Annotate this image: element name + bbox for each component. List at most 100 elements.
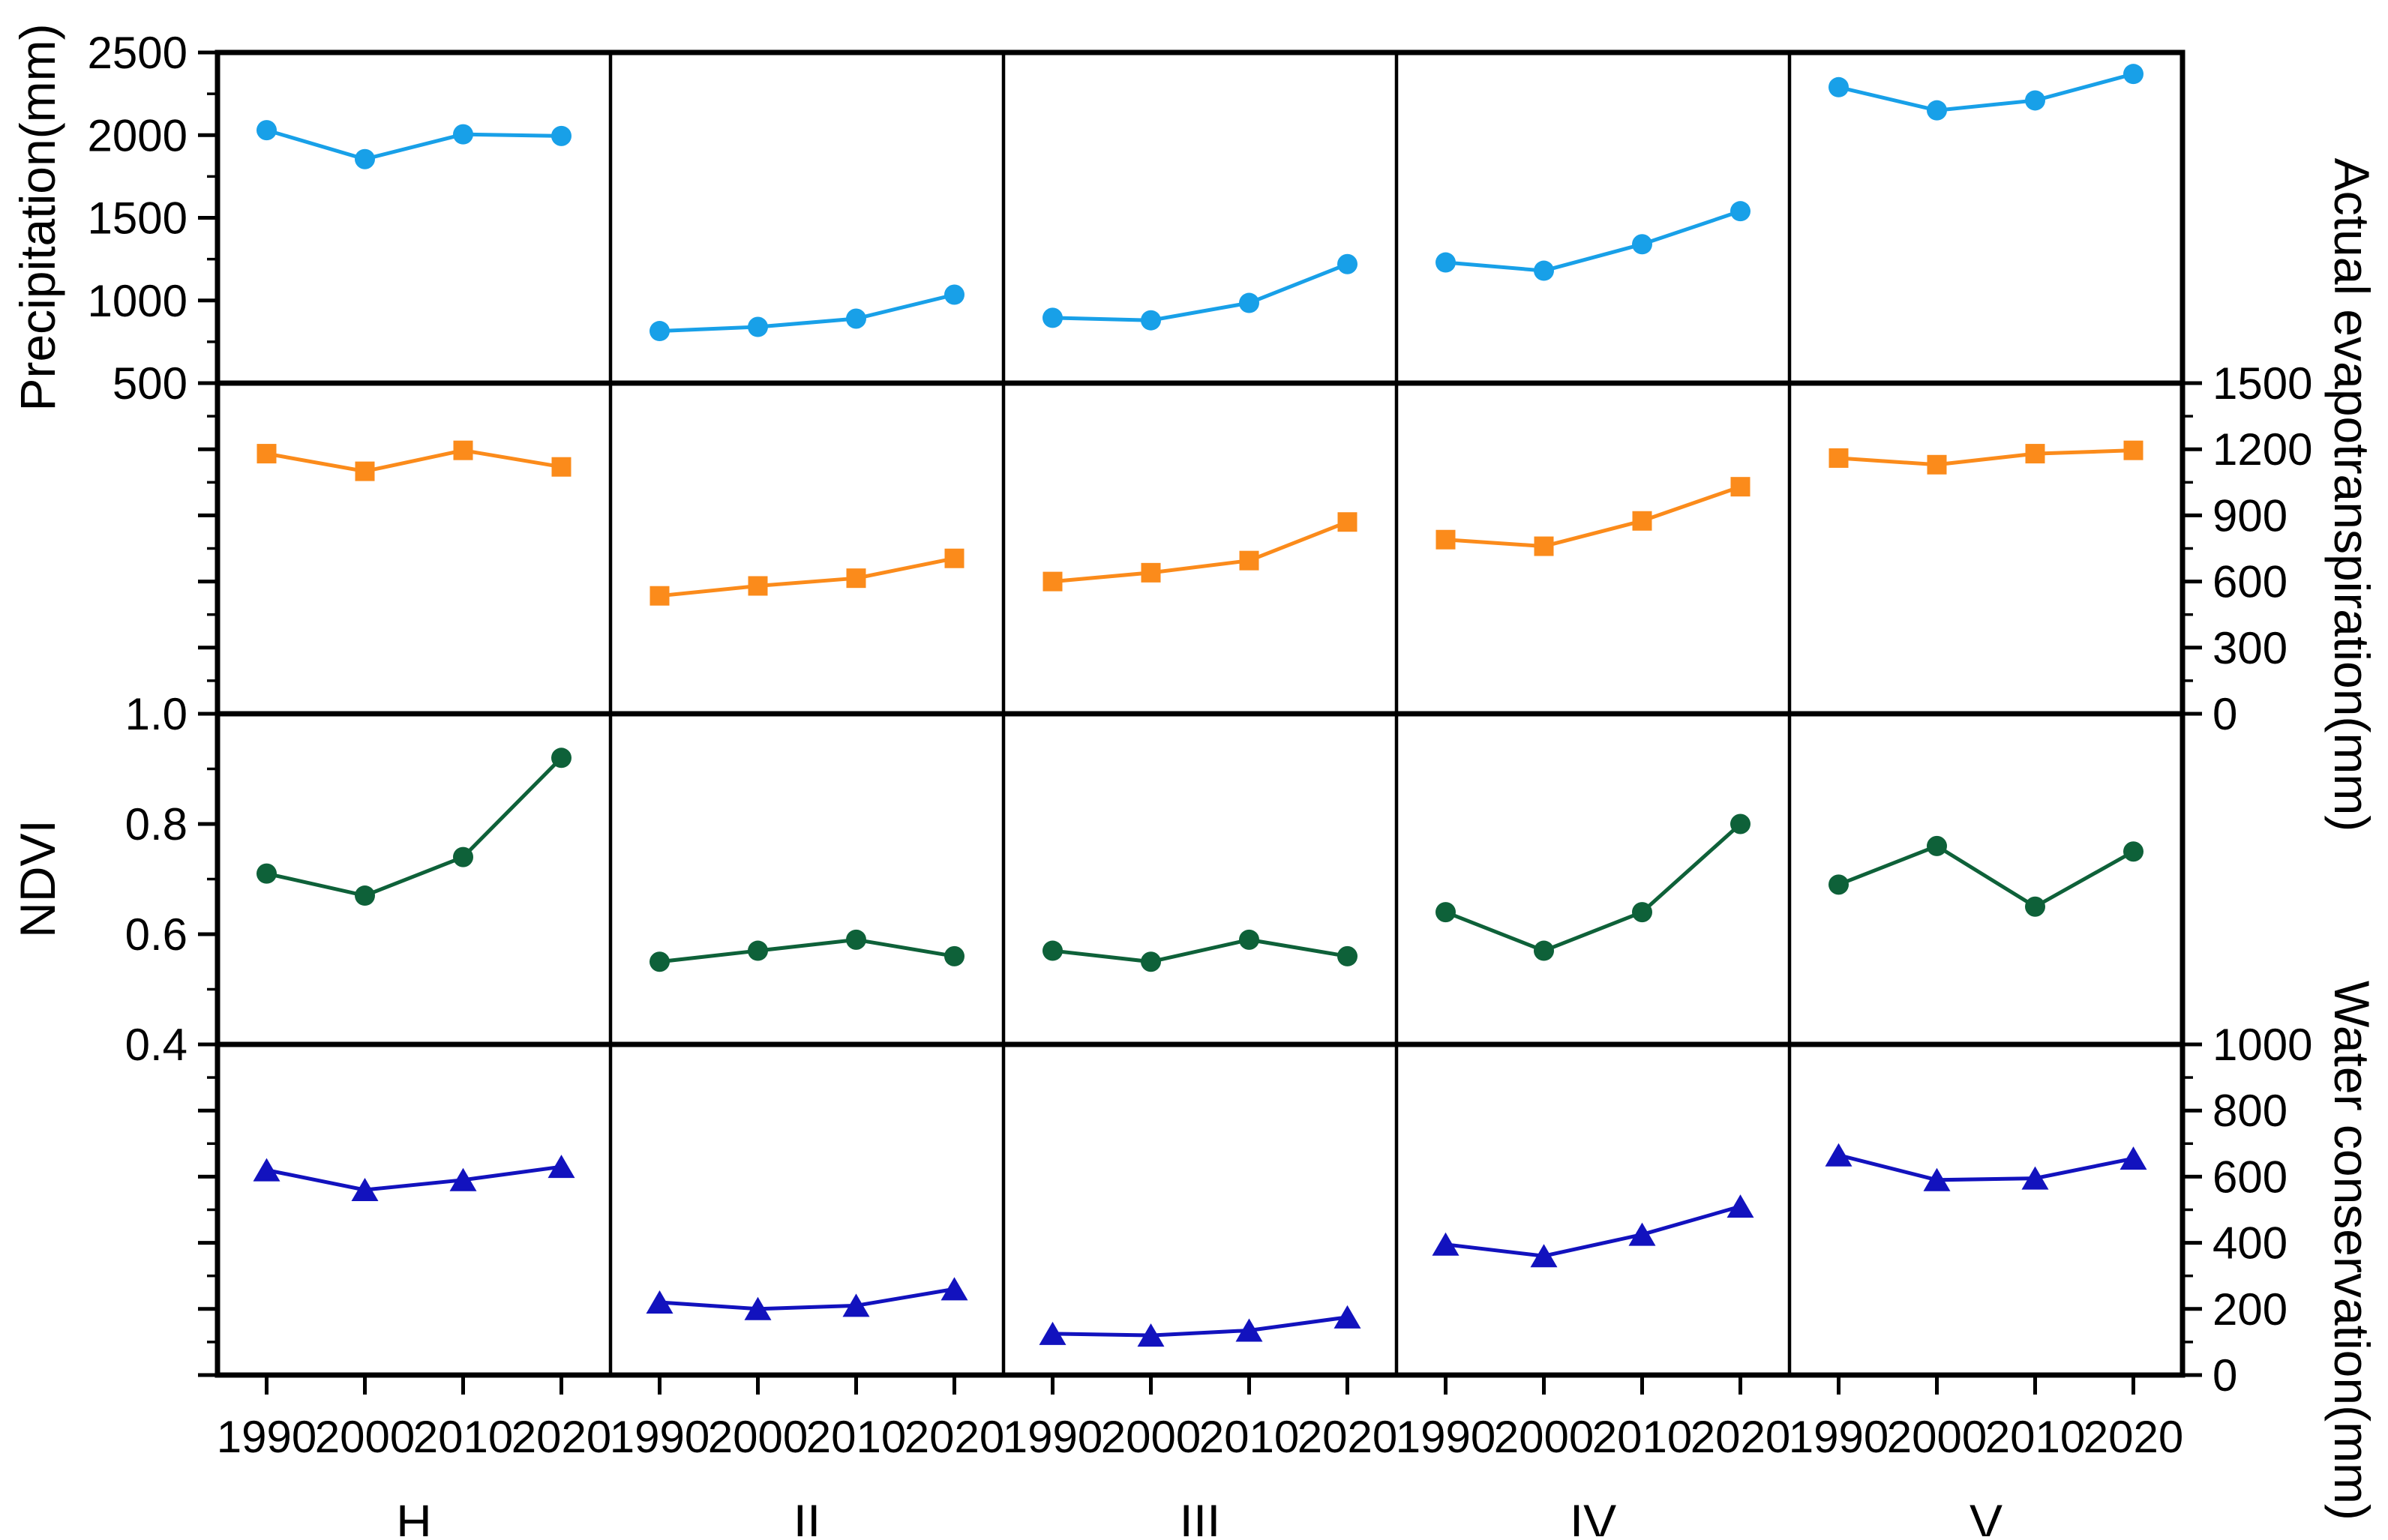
series-line-actual-evapotranspiration-V <box>1838 448 2134 467</box>
y-tick-label: 600 <box>2212 557 2288 607</box>
marker-precipitation-H-2000 <box>355 148 375 169</box>
marker-ndvi-V-2000 <box>1927 835 1947 856</box>
series-line-water-conservation-H <box>266 1164 562 1192</box>
x-tick-label: 1990 <box>1789 1412 1888 1462</box>
y-tick-label: 2000 <box>88 110 188 160</box>
column-label-III: III <box>1179 1494 1220 1536</box>
x-tick-label: 2000 <box>315 1412 415 1462</box>
y-tick-label: 600 <box>2212 1152 2288 1202</box>
axis-title-water-conservation: Water conservation(mm) <box>2324 981 2380 1521</box>
series-line-water-conservation-V <box>1838 1153 2134 1182</box>
marker-water-conservation-H-1990 <box>253 1158 280 1182</box>
marker-actual-evapotranspiration-V-2000 <box>1927 454 1947 475</box>
y-tick-label: 1200 <box>2212 424 2312 475</box>
marker-water-conservation-III-1990 <box>1039 1321 1066 1345</box>
x-tick-label: 2010 <box>1592 1412 1692 1462</box>
marker-actual-evapotranspiration-IV-2000 <box>1534 536 1554 556</box>
marker-ndvi-III-1990 <box>1042 940 1063 961</box>
x-tick-label: 2020 <box>512 1412 611 1462</box>
y-tick-label: 1500 <box>2212 358 2312 409</box>
y-tick-label: 400 <box>2212 1218 2288 1269</box>
marker-ndvi-IV-2010 <box>1632 902 1652 923</box>
series-line-actual-evapotranspiration-II <box>659 556 955 598</box>
y-tick-label: 0 <box>2212 689 2237 739</box>
marker-ndvi-H-2000 <box>355 885 375 906</box>
marker-ndvi-V-1990 <box>1828 874 1849 895</box>
marker-water-conservation-H-2010 <box>449 1167 477 1191</box>
marker-precipitation-II-2010 <box>846 308 866 329</box>
marker-ndvi-II-1990 <box>650 951 670 972</box>
marker-water-conservation-IV-2000 <box>1530 1244 1558 1268</box>
series-line-actual-evapotranspiration-IV <box>1445 484 1742 549</box>
marker-ndvi-IV-1990 <box>1436 902 1456 923</box>
column-label-IV: IV <box>1570 1494 1616 1536</box>
marker-water-conservation-V-2020 <box>2120 1146 2147 1170</box>
marker-water-conservation-V-2000 <box>1923 1167 1951 1191</box>
axis-title-actual-evapotranspiration: Actual evapotranspiration(mm) <box>2324 158 2380 832</box>
y-tick-label: 300 <box>2212 623 2288 673</box>
x-tick-label: 2010 <box>1199 1412 1299 1462</box>
marker-water-conservation-V-2010 <box>2021 1166 2049 1190</box>
axis-title-ndvi: NDVI <box>10 819 65 938</box>
marker-ndvi-H-1990 <box>256 863 277 884</box>
marker-precipitation-II-2020 <box>944 284 964 305</box>
x-tick-label: 2020 <box>2084 1412 2183 1462</box>
marker-ndvi-IV-2020 <box>1730 813 1750 834</box>
x-tick-label: 2010 <box>413 1412 513 1462</box>
marker-actual-evapotranspiration-H-2020 <box>551 457 572 477</box>
y-tick-label: 200 <box>2212 1284 2288 1335</box>
x-tick-label: 2010 <box>806 1412 906 1462</box>
series-line-actual-evapotranspiration-H <box>266 448 562 474</box>
column-label-II: II <box>794 1494 821 1536</box>
marker-actual-evapotranspiration-II-2020 <box>944 548 964 568</box>
marker-ndvi-III-2000 <box>1141 951 1161 972</box>
marker-ndvi-II-2020 <box>944 945 964 966</box>
x-tick-label: 1990 <box>610 1412 710 1462</box>
marker-precipitation-V-1990 <box>1828 76 1849 97</box>
marker-water-conservation-IV-2010 <box>1628 1222 1656 1246</box>
series-line-precipitation-H <box>266 128 562 161</box>
marker-ndvi-V-2020 <box>2123 841 2144 862</box>
marker-precipitation-H-2020 <box>551 125 572 146</box>
marker-actual-evapotranspiration-IV-2010 <box>1632 511 1652 531</box>
y-tick-label: 2500 <box>88 28 188 78</box>
series-line-water-conservation-II <box>659 1287 955 1311</box>
marker-actual-evapotranspiration-IV-2020 <box>1730 477 1750 497</box>
marker-water-conservation-III-2010 <box>1235 1318 1263 1342</box>
marker-ndvi-III-2010 <box>1239 929 1259 950</box>
axis-title-precipitation: Precipitation(mm) <box>10 23 65 411</box>
x-tick-label: 2020 <box>904 1412 1004 1462</box>
y-tick-label: 1000 <box>88 276 188 326</box>
marker-ndvi-II-2010 <box>846 929 866 950</box>
marker-precipitation-V-2020 <box>2123 64 2144 85</box>
marker-water-conservation-H-2020 <box>548 1155 575 1179</box>
marker-ndvi-H-2010 <box>453 846 473 867</box>
marker-actual-evapotranspiration-H-1990 <box>256 444 277 464</box>
marker-precipitation-V-2010 <box>2025 90 2045 111</box>
marker-actual-evapotranspiration-II-2010 <box>846 568 866 589</box>
y-tick-label: 0.8 <box>125 799 188 849</box>
marker-actual-evapotranspiration-V-2010 <box>2025 444 2045 464</box>
y-tick-label: 1500 <box>88 193 188 244</box>
y-tick-label: 0.4 <box>125 1020 188 1070</box>
x-tick-label: 2000 <box>708 1412 808 1462</box>
marker-water-conservation-II-2010 <box>842 1293 870 1317</box>
marker-precipitation-V-2000 <box>1927 100 1947 121</box>
marker-water-conservation-II-1990 <box>646 1290 674 1314</box>
marker-water-conservation-V-1990 <box>1825 1143 1852 1167</box>
marker-precipitation-IV-2000 <box>1534 260 1554 281</box>
marker-ndvi-H-2020 <box>551 748 572 769</box>
marker-actual-evapotranspiration-V-1990 <box>1828 448 1849 468</box>
marker-water-conservation-II-2000 <box>744 1296 772 1320</box>
series-line-precipitation-V <box>1838 72 2134 112</box>
marker-precipitation-H-2010 <box>453 124 473 145</box>
series-line-actual-evapotranspiration-III <box>1052 520 1348 584</box>
marker-precipitation-IV-2020 <box>1730 201 1750 222</box>
marker-precipitation-III-2020 <box>1337 253 1358 274</box>
marker-precipitation-III-1990 <box>1042 307 1063 328</box>
column-label-H: H <box>396 1494 432 1536</box>
marker-ndvi-II-2000 <box>748 940 768 961</box>
